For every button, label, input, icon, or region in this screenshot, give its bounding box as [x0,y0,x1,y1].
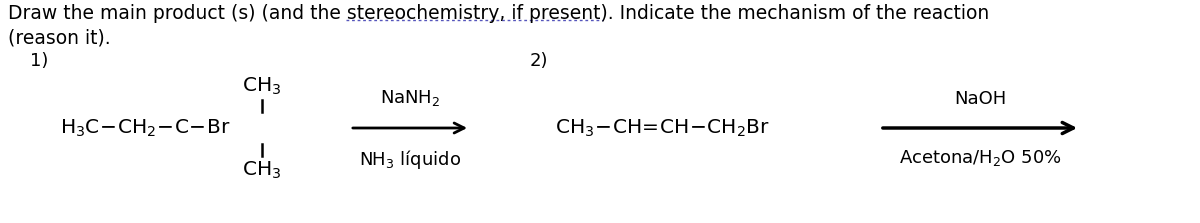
Text: Acetona/H$_2$O 50%: Acetona/H$_2$O 50% [899,148,1061,168]
Text: NaOH: NaOH [954,90,1006,108]
Text: CH$_3\!-\!$CH$\!=\!$CH$\!-\!$CH$_2$Br: CH$_3\!-\!$CH$\!=\!$CH$\!-\!$CH$_2$Br [554,117,769,139]
Text: Draw the main product (s) (and the stereochemistry, if present). Indicate the me: Draw the main product (s) (and the stere… [8,4,989,23]
Text: 2): 2) [530,52,548,70]
Text: 1): 1) [30,52,48,70]
Text: CH$_3$: CH$_3$ [242,76,282,97]
Text: NH$_3$ líquido: NH$_3$ líquido [359,148,461,171]
Text: (reason it).: (reason it). [8,28,110,47]
Text: CH$_3$: CH$_3$ [242,160,282,181]
Text: NaNH$_2$: NaNH$_2$ [380,88,440,108]
Text: H$_3$C$\!-\!$CH$_2\!-\!$C$\!-\!$Br: H$_3$C$\!-\!$CH$_2\!-\!$C$\!-\!$Br [60,117,230,139]
